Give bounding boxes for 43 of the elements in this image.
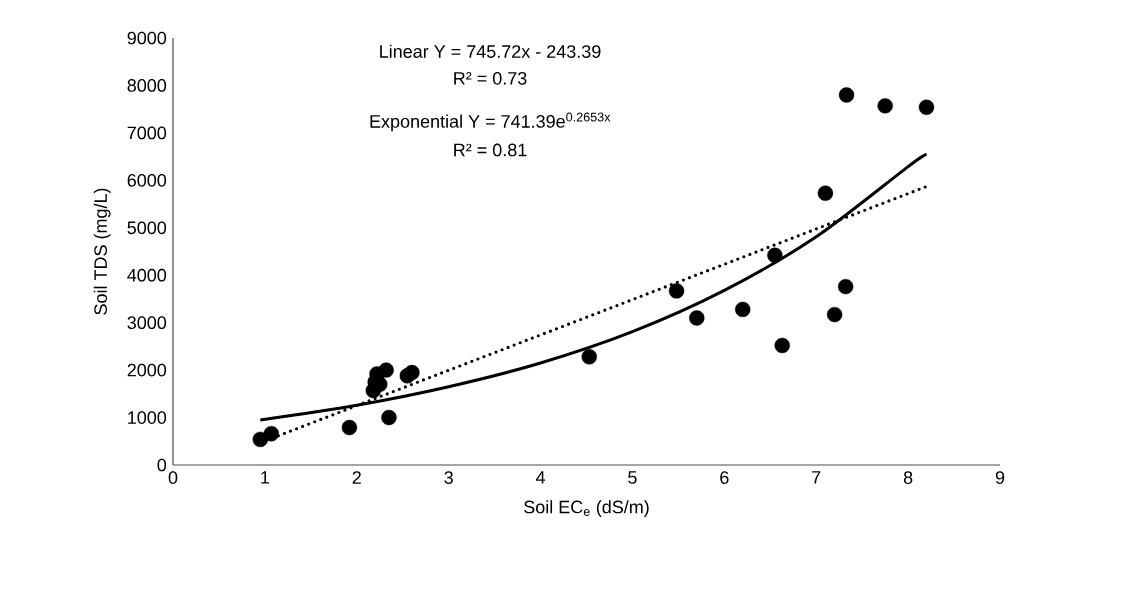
point <box>668 283 685 299</box>
point <box>735 301 751 318</box>
y-tick-label: 2000 <box>127 363 167 377</box>
x-axis-title: Soil EC$_{e}$ (dS/m) <box>524 500 649 517</box>
x-tick-label: 2 <box>352 471 361 484</box>
x-tick-label: 3 <box>444 471 453 484</box>
x-tick-label: 5 <box>628 471 637 484</box>
y-tick-label: 4000 <box>127 268 167 282</box>
x-tick-label: 1 <box>261 471 270 484</box>
point <box>774 337 790 354</box>
point <box>404 364 420 381</box>
y-tick-label: 6000 <box>127 173 167 187</box>
point <box>826 306 843 323</box>
point <box>689 310 705 326</box>
point <box>817 185 834 201</box>
y-tick-label: 1000 <box>128 411 167 424</box>
y-tick-label: 8000 <box>127 79 167 92</box>
point <box>381 409 397 426</box>
x-tick-label: 9 <box>995 471 1005 484</box>
annotation: R² = 0.73 <box>454 71 527 85</box>
y-tick-label: 0 <box>157 458 167 472</box>
point <box>378 362 394 378</box>
point <box>581 349 597 365</box>
annotation: Exponential Y = 741.39e$^{0.2653x}$ <box>370 112 611 132</box>
point <box>918 99 935 115</box>
y-tick-label: 5000 <box>127 221 167 235</box>
x-tick-label: 0 <box>168 471 178 484</box>
y-tick-label: 9000 <box>127 31 167 45</box>
point <box>877 98 893 114</box>
y-tick-label: 7000 <box>127 126 167 140</box>
x-tick-label: 4 <box>535 471 546 484</box>
x-tick-label: 7 <box>812 471 821 484</box>
annotation: R² = 0.81 <box>454 143 527 157</box>
x-tick-label: 8 <box>903 471 913 484</box>
point <box>341 419 358 436</box>
annotation: Linear Y = 745.72x - 243.39 <box>380 44 601 58</box>
point <box>838 87 855 103</box>
point <box>837 278 854 295</box>
y-axis-title: Soil TDS (mg/L) <box>93 188 111 315</box>
x-tick-label: 6 <box>720 471 729 484</box>
y-tick-label: 3000 <box>127 316 167 330</box>
point <box>767 247 783 263</box>
point <box>263 426 279 442</box>
